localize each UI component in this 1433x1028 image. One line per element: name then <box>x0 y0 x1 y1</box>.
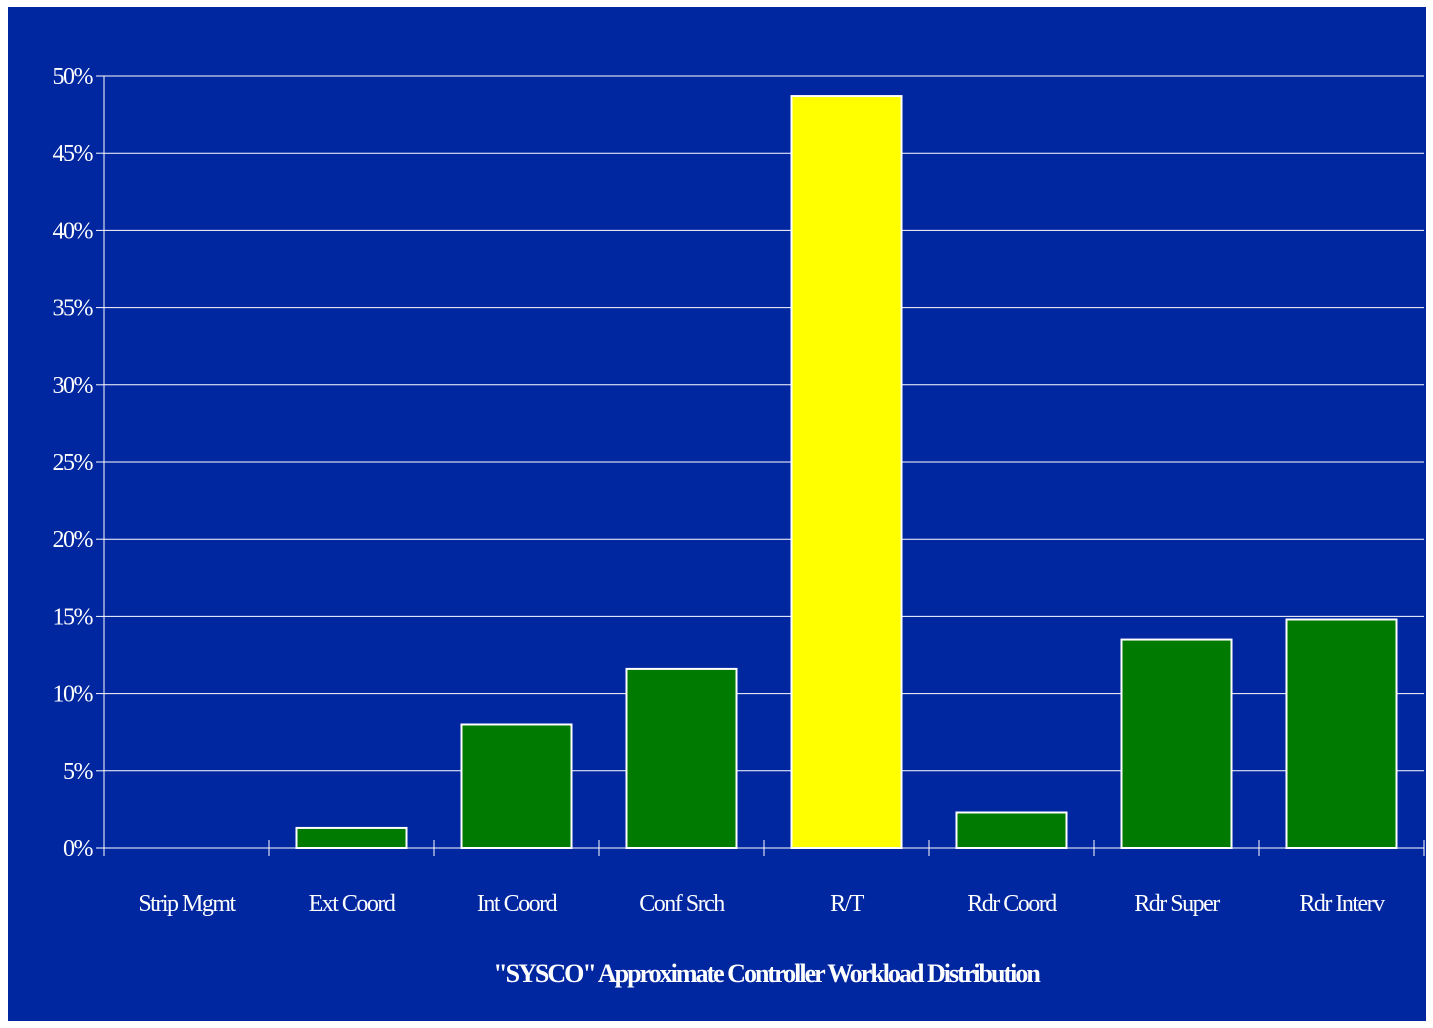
y-tick-label: 50% <box>53 64 94 90</box>
x-category-label: Rdr Super <box>1134 891 1220 917</box>
y-tick-label: 15% <box>53 604 94 630</box>
x-axis-title: "SYSCO" Approximate Controller Workload … <box>493 959 1041 988</box>
axes <box>96 75 1425 856</box>
chart-area: 0% 5% 10% 15% 20% 25% 30% 35% 40% 45% 50% Strip Mg… <box>8 7 1426 1021</box>
bar-int-coord <box>460 723 573 849</box>
x-category-label: Rdr Coord <box>967 891 1057 917</box>
bar-rdr-coord <box>955 811 1068 849</box>
bar-r-t <box>790 95 903 849</box>
x-category-label: Strip Mgmt <box>138 891 236 917</box>
bar-ext-coord <box>295 826 408 849</box>
y-tick-label: 40% <box>53 218 94 244</box>
x-category-labels: Strip Mgmt Ext Coord Int Coord Conf Srch R/T… <box>138 891 1386 917</box>
y-tick-label: 0% <box>63 836 94 862</box>
y-tick-label: 25% <box>53 450 94 476</box>
x-category-label: Rdr Interv <box>1299 891 1385 917</box>
y-tick-label: 45% <box>53 141 94 167</box>
bar-conf-srch <box>625 667 738 849</box>
bar-chart: 0% 5% 10% 15% 20% 25% 30% 35% 40% 45% 50% Strip Mg… <box>53 64 1425 988</box>
x-category-label: Ext Coord <box>309 891 396 917</box>
x-category-label: Conf Srch <box>639 891 725 917</box>
y-tick-label: 10% <box>53 682 94 708</box>
y-tick-label: 20% <box>53 527 94 553</box>
y-tick-label: 30% <box>53 373 94 399</box>
gridlines <box>104 75 1424 772</box>
bar-rdr-interv <box>1285 618 1398 849</box>
x-category-label: R/T <box>830 891 865 917</box>
y-tick-label: 5% <box>63 759 94 785</box>
x-category-label: Int Coord <box>477 891 558 917</box>
y-tick-label: 35% <box>53 296 94 322</box>
bars <box>295 95 1398 849</box>
bar-rdr-super <box>1120 638 1233 849</box>
y-tick-labels: 0% 5% 10% 15% 20% 25% 30% 35% 40% 45% 50% <box>53 64 96 862</box>
